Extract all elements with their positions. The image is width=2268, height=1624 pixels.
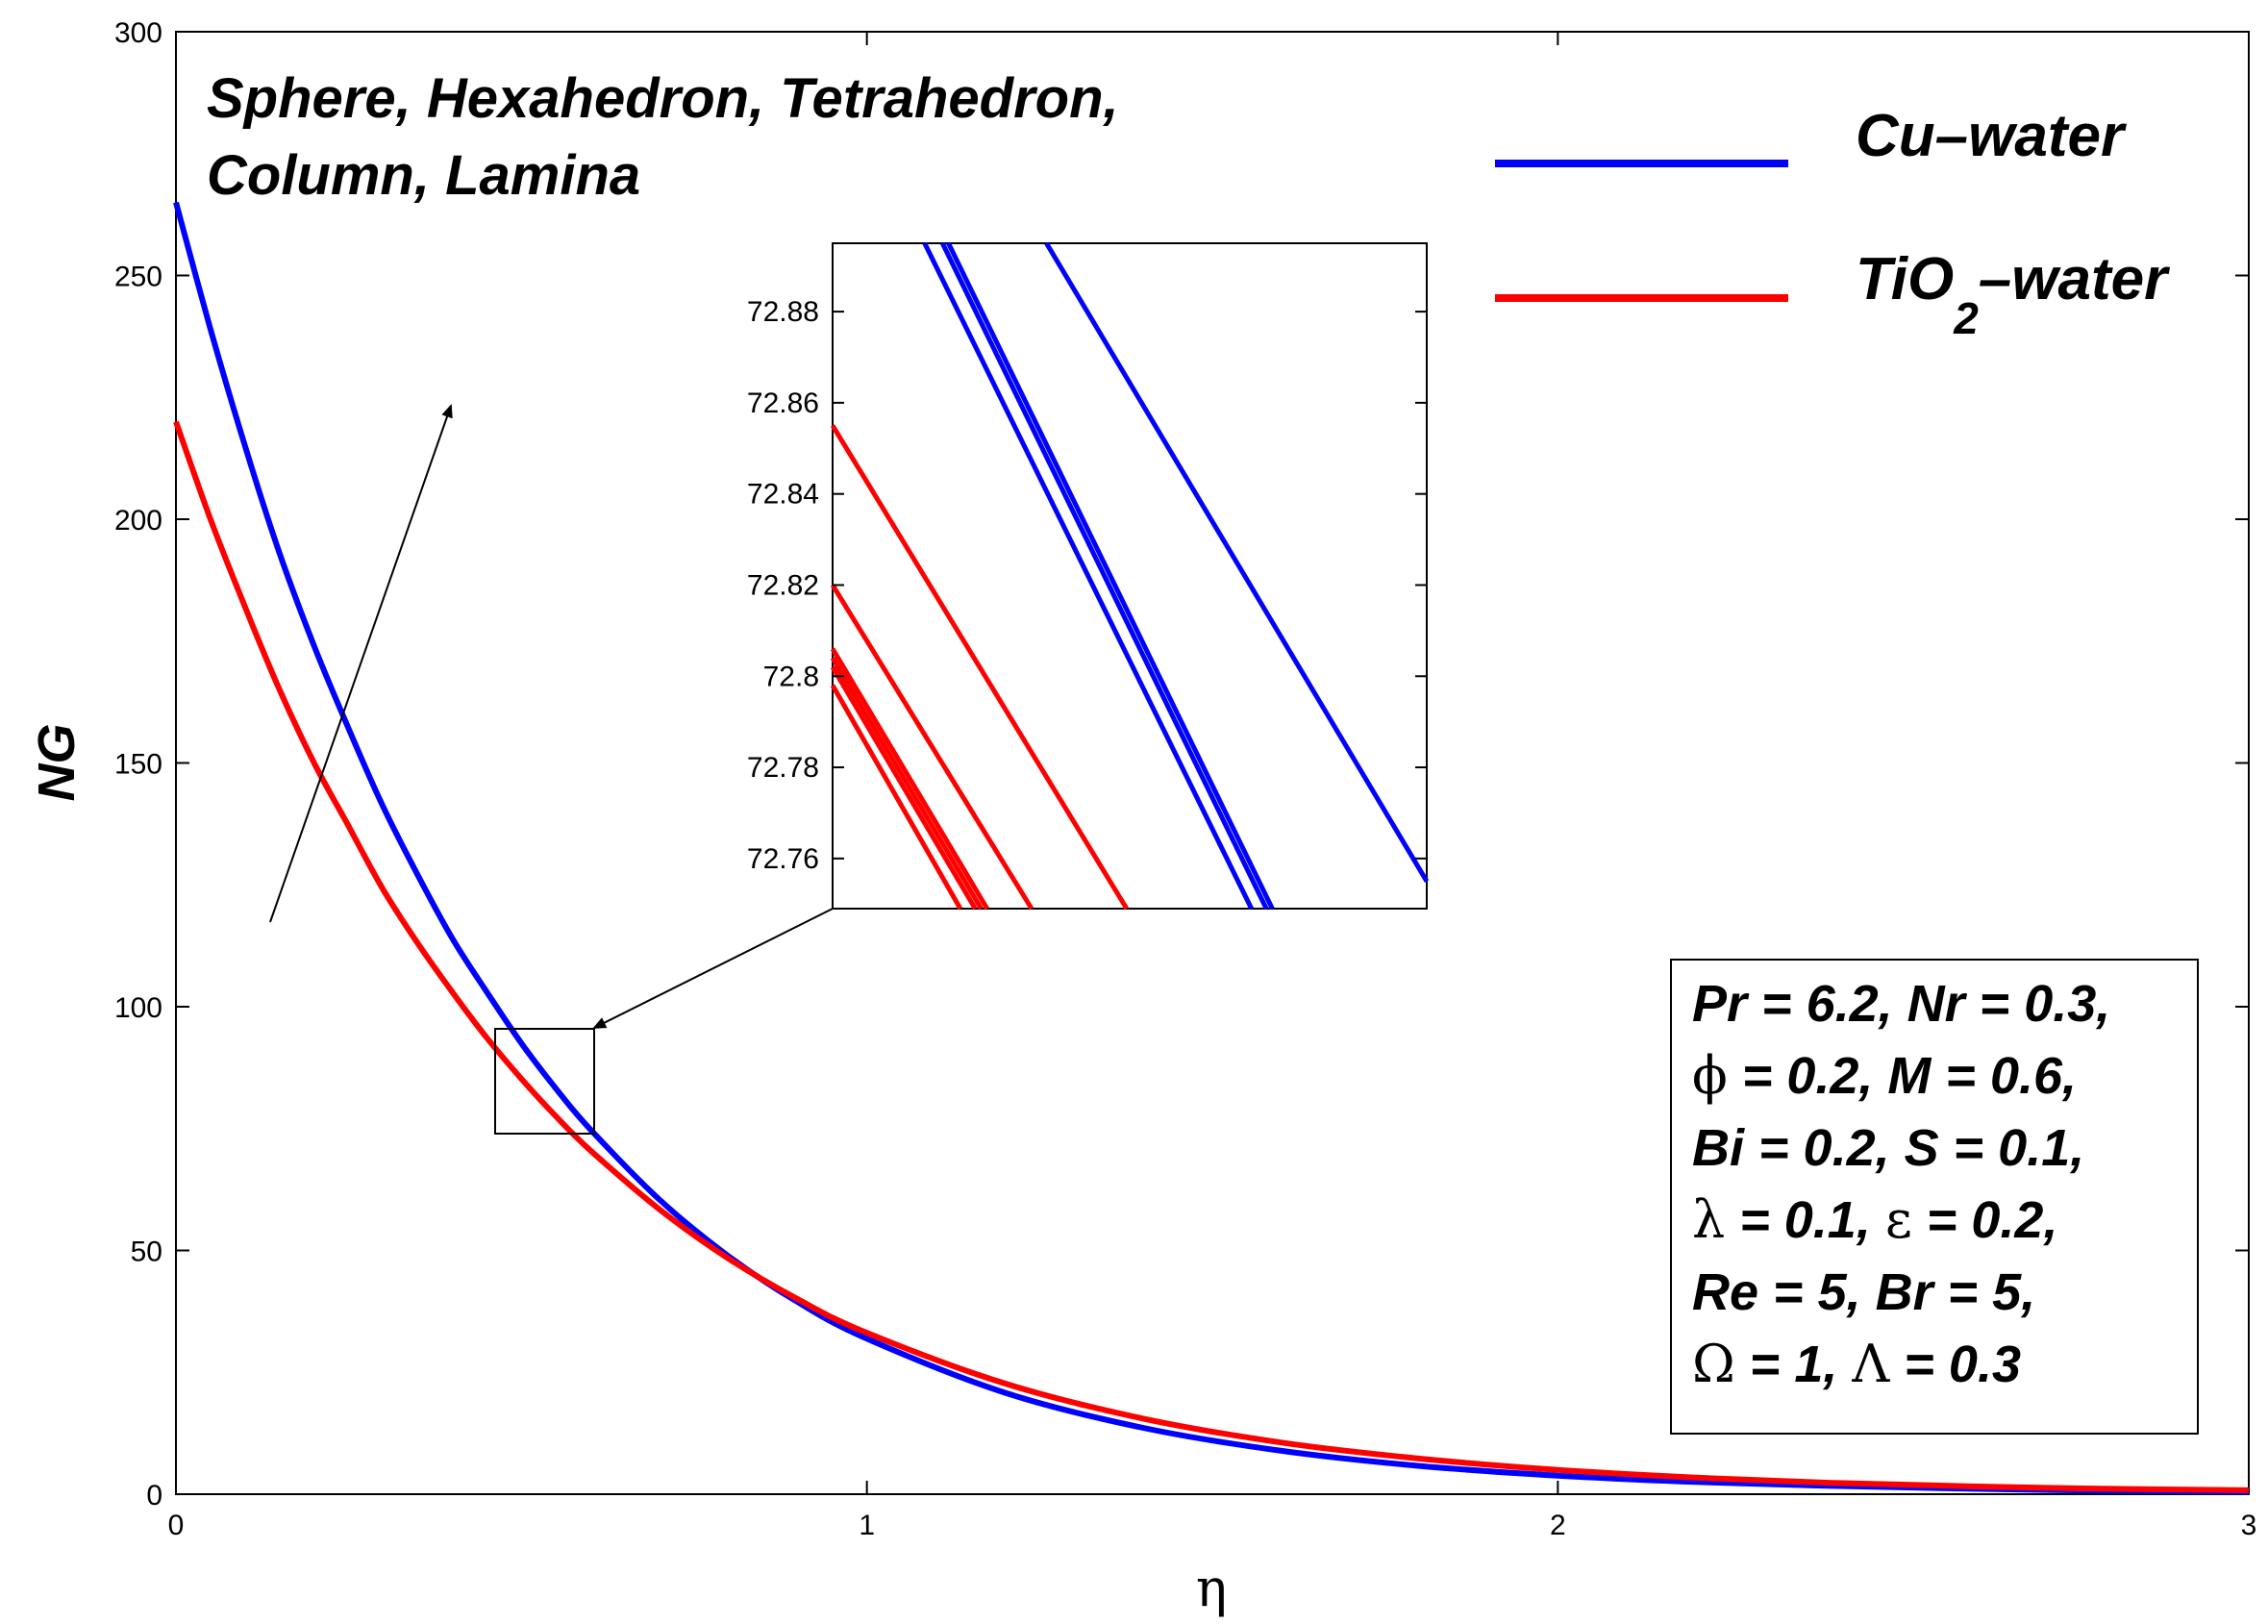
inset-y-tick-label: 72.86 — [747, 387, 819, 419]
greek-symbol: ε — [1885, 1189, 1912, 1250]
parameter-line: Pr = 6.2, Nr = 0.3, — [1692, 975, 2110, 1033]
series-line-tio2-water — [173, 420, 2250, 1493]
inset-y-tick-label: 72.82 — [747, 569, 819, 601]
legend: Cu–water TiO2–water — [1495, 103, 2170, 343]
greek-symbol: ϕ — [1692, 1045, 1728, 1106]
inset-frame — [832, 242, 1428, 910]
inset-line-tio2-water — [830, 584, 1034, 911]
shapes-annotation-line2: Column, Lamina — [207, 144, 640, 207]
y-tick-label: 50 — [131, 1237, 162, 1268]
legend-label-tio2-main: TiO — [1856, 246, 1954, 312]
inset-line-tio2-water — [830, 657, 984, 911]
inset-line-cu-water — [946, 241, 1275, 911]
parameter-line: ϕ = 0.2, M = 0.6, — [1692, 1045, 2077, 1106]
greek-symbol: Ω — [1692, 1334, 1735, 1394]
inset-line-cu-water — [922, 241, 1254, 911]
inset-y-tick-label: 72.8 — [763, 661, 819, 692]
x-tick-label: 3 — [2241, 1510, 2257, 1541]
inset-line-tio2-water — [830, 647, 989, 911]
parameter-line: Ω = 1, Λ = 0.3 — [1692, 1334, 2021, 1394]
parameter-text-part: = 0.2, M = 0.6, — [1728, 1047, 2077, 1105]
inset-line-cu-water — [940, 241, 1269, 911]
parameter-text-part: = 0.2, — [1912, 1191, 2058, 1249]
shape-trend-arrow — [269, 404, 453, 923]
x-axis-label: η — [1196, 1558, 1227, 1618]
parameter-line: λ = 0.1, ε = 0.2, — [1692, 1189, 2057, 1250]
parameter-text-part: = 0.3 — [1889, 1336, 2021, 1393]
inset-line-tio2-water — [830, 684, 963, 911]
y-tick-label: 0 — [146, 1480, 162, 1512]
inset-line-cu-water — [1044, 241, 1430, 883]
legend-label-tio2-tail: –water — [1979, 246, 2170, 312]
main-lines — [173, 201, 2250, 1495]
inset-line-tio2-water — [830, 424, 1130, 911]
y-axis-label: NG — [28, 724, 86, 802]
legend-label-tio2-water: TiO2–water — [1856, 246, 2170, 343]
zoom-box — [494, 1028, 595, 1135]
y-tick-label: 150 — [114, 749, 162, 781]
inset-y-tick-label: 72.76 — [747, 843, 819, 875]
greek-symbol: Λ — [1851, 1334, 1890, 1394]
inset-y-tick-label: 72.88 — [747, 296, 819, 328]
inset-lines — [830, 241, 1430, 911]
y-tick-label: 250 — [114, 262, 162, 293]
inset-y-tick-label: 72.78 — [747, 752, 819, 784]
y-tick-label: 300 — [114, 17, 162, 49]
y-tick-label: 100 — [114, 992, 162, 1024]
inset-zoom-plot: 72.76 72.78 72.8 72.82 72.84 72.86 72.88 — [747, 241, 1430, 911]
legend-label-cu-water: Cu–water — [1856, 103, 2127, 169]
y-tick-label: 200 — [114, 505, 162, 537]
parameter-box — [1670, 959, 2199, 1435]
shapes-annotation-line1: Sphere, Hexahedron, Tetrahedron, — [207, 67, 1119, 130]
x-tick-label: 2 — [1550, 1510, 1566, 1541]
inset-ticks: 72.76 72.78 72.8 72.82 72.84 72.86 72.88 — [747, 296, 1427, 875]
parameter-line: Bi = 0.2, S = 0.1, — [1692, 1119, 2084, 1177]
parameter-text-part: = 1, — [1735, 1336, 1853, 1393]
inset-y-tick-label: 72.84 — [747, 479, 819, 511]
parameter-text-part: = 0.1, — [1725, 1191, 1885, 1249]
x-tick-label: 1 — [859, 1510, 875, 1541]
greek-symbol: λ — [1692, 1189, 1725, 1250]
inset-line-tio2-water — [830, 665, 978, 911]
zoom-pointer-arrow — [592, 908, 834, 1029]
legend-label-tio2-sub: 2 — [1953, 293, 1979, 343]
main-ticks: 0 1 2 3 0 50 100 150 200 250 300 — [114, 17, 2256, 1541]
parameter-text: Pr = 6.2, Nr = 0.3, ϕ = 0.2, M = 0.6, Bi =… — [1692, 975, 2110, 1394]
parameter-line: Re = 5, Br = 5, — [1692, 1263, 2035, 1321]
x-tick-label: 0 — [168, 1510, 185, 1541]
